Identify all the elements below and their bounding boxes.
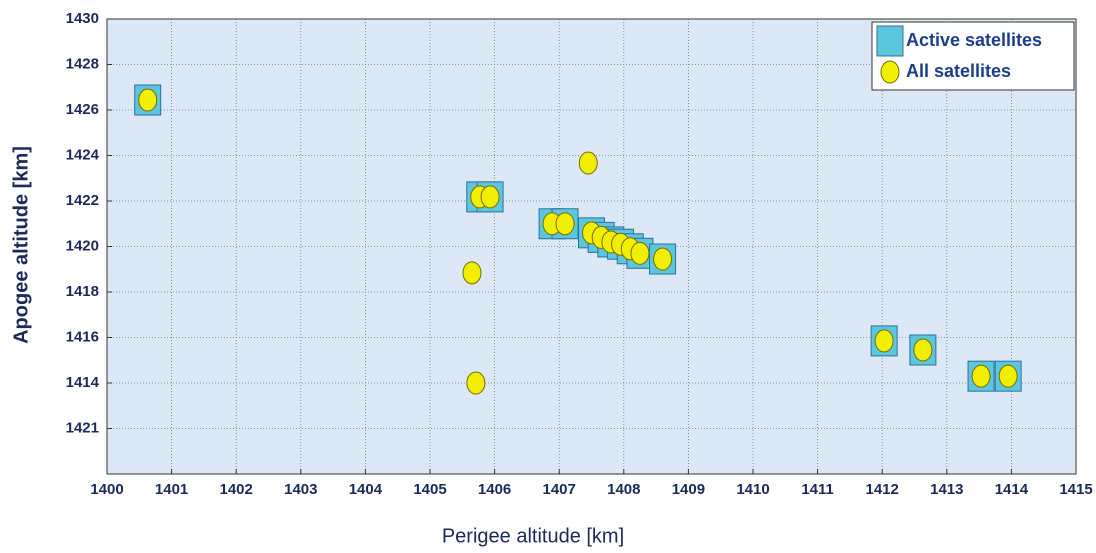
y-tick-label: 1428: [66, 55, 99, 72]
x-tick-label: 1408: [607, 481, 640, 498]
x-tick-label: 1413: [930, 481, 963, 498]
legend-label: All satellites: [906, 61, 1011, 81]
x-tick-label: 1414: [995, 481, 1029, 498]
point: [466, 371, 486, 395]
x-tick-label: 1405: [413, 481, 446, 498]
x-tick-label: 1407: [543, 481, 576, 498]
x-tick-label: 1415: [1059, 481, 1092, 498]
y-tick-label: 1424: [66, 146, 100, 163]
x-tick-label: 1406: [478, 481, 511, 498]
y-tick-label: 1418: [66, 283, 99, 300]
legend-marker: [880, 60, 900, 84]
x-axis-label: Perigee altitude [km]: [442, 525, 624, 547]
y-tick-label: 1420: [66, 237, 99, 254]
y-tick-label: 1416: [66, 328, 99, 345]
y-tick-label: 1422: [66, 192, 99, 209]
legend-label: Active satellites: [906, 30, 1042, 50]
x-tick-label: 1412: [866, 481, 899, 498]
x-tick-label: 1401: [155, 481, 188, 498]
legend-box: [871, 21, 1075, 91]
x-tick-label: 1403: [284, 481, 317, 498]
point: [138, 88, 158, 112]
legend-marker: [876, 25, 904, 57]
x-tick-label: 1409: [672, 481, 705, 498]
point: [998, 364, 1018, 388]
x-tick-label: 1400: [90, 481, 123, 498]
point: [578, 151, 598, 175]
point: [971, 364, 991, 388]
y-tick-label: 1421: [66, 419, 99, 436]
point: [913, 338, 933, 362]
y-tick-label: 1430: [66, 10, 99, 27]
x-tick-label: 1410: [736, 481, 769, 498]
x-tick-label: 1402: [220, 481, 253, 498]
point: [653, 247, 673, 271]
point: [630, 241, 650, 265]
point: [555, 212, 575, 236]
point: [874, 329, 894, 353]
x-tick-label: 1411: [801, 481, 834, 498]
point: [462, 261, 482, 285]
x-tick-label: 1404: [349, 481, 383, 498]
y-axis-label: Apogee altitude [km]: [10, 146, 32, 344]
plot-frame: [106, 18, 1077, 475]
point: [480, 185, 500, 209]
y-tick-label: 1426: [66, 101, 99, 118]
y-tick-label: 1414: [66, 374, 100, 391]
